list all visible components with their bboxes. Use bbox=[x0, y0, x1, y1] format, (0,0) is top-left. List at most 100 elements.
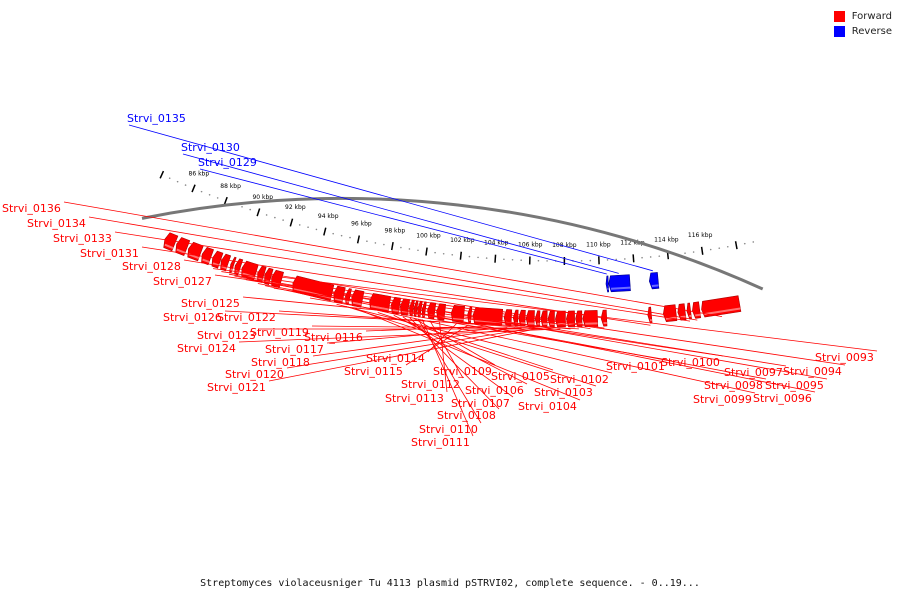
minor-tick bbox=[709, 248, 712, 251]
gene-label: Strvi_0098 bbox=[704, 379, 763, 392]
gene-highlight bbox=[176, 248, 186, 254]
gene-highlight bbox=[392, 309, 399, 312]
scale-ticks: 116 kbp 114 kbp 112 kbp 110 kbp 108 kbp 106 k… bbox=[159, 170, 755, 265]
gene-label: Strvi_0125 bbox=[181, 297, 240, 310]
gene-label: Strvi_0101 bbox=[606, 360, 665, 373]
legend: Forward Reverse bbox=[833, 9, 892, 39]
label-leader bbox=[213, 268, 878, 352]
minor-tick bbox=[434, 251, 436, 254]
minor-tick bbox=[349, 236, 351, 239]
tick-label: 106 kbp bbox=[518, 241, 543, 248]
minor-tick bbox=[249, 208, 252, 211]
major-tick bbox=[425, 247, 428, 256]
major-tick bbox=[390, 242, 394, 251]
gene-label: Strvi_0136 bbox=[2, 202, 61, 215]
label-leader bbox=[268, 328, 538, 382]
gene-label: Strvi_0122 bbox=[217, 311, 276, 324]
minor-tick bbox=[208, 193, 211, 196]
minor-tick bbox=[485, 257, 488, 259]
gene-label: Strvi_0123 bbox=[197, 329, 256, 342]
tick-label: 94 kbp bbox=[318, 213, 339, 220]
gene-label: Strvi_0112 bbox=[401, 378, 460, 391]
minor-tick bbox=[511, 258, 514, 261]
reverse-swatch bbox=[833, 26, 845, 37]
minor-tick bbox=[503, 258, 505, 261]
major-tick bbox=[734, 241, 738, 250]
gene-label: Strvi_0108 bbox=[437, 409, 496, 422]
minor-tick bbox=[184, 184, 187, 186]
label-leader bbox=[409, 317, 500, 410]
label-leader bbox=[221, 271, 846, 366]
tick-label: 112 kbp bbox=[620, 239, 645, 246]
tick-label: 114 kbp bbox=[654, 236, 679, 243]
minor-tick bbox=[624, 258, 626, 260]
gene-label: Strvi_0121 bbox=[207, 381, 266, 394]
gene-label: Strvi_0129 bbox=[198, 156, 257, 169]
label-leader bbox=[354, 307, 581, 401]
map-caption: Streptomyces violaceusniger Tu 4113 plas… bbox=[200, 578, 700, 589]
minor-tick bbox=[649, 256, 652, 258]
gene-highlight bbox=[212, 262, 219, 267]
tick-label: 98 kbp bbox=[385, 227, 406, 234]
gene-labels: Strvi_0135 Strvi_0130 Strvi_0129 Strvi_0136… bbox=[2, 112, 874, 449]
label-leader bbox=[405, 324, 469, 366]
gene-label: Strvi_0107 bbox=[451, 397, 510, 410]
gene-highlight bbox=[695, 313, 701, 317]
minor-tick bbox=[468, 255, 471, 258]
minor-tick bbox=[537, 259, 540, 262]
minor-tick bbox=[366, 240, 368, 243]
tick-label: 86 kbp bbox=[189, 170, 210, 177]
gene-label: Strvi_0104 bbox=[518, 400, 577, 413]
gene-label: Strvi_0100 bbox=[661, 356, 720, 369]
minor-tick bbox=[265, 214, 268, 216]
gene-highlight bbox=[401, 310, 408, 314]
major-tick bbox=[289, 218, 294, 227]
minor-tick bbox=[641, 256, 643, 259]
label-leader bbox=[427, 323, 457, 353]
tick-label: 92 kbp bbox=[285, 204, 306, 211]
label-leader bbox=[312, 327, 516, 357]
label-leader bbox=[234, 275, 816, 393]
minor-tick bbox=[442, 252, 445, 255]
minor-tick bbox=[580, 260, 583, 262]
label-leader bbox=[242, 296, 571, 330]
gene-label: Strvi_0128 bbox=[122, 260, 181, 273]
gene-label: Strvi_0103 bbox=[534, 386, 593, 399]
label-leader bbox=[273, 287, 724, 357]
label-leader bbox=[228, 273, 828, 380]
gene-label: Strvi_0113 bbox=[385, 392, 444, 405]
forward-swatch bbox=[833, 11, 845, 22]
legend-item-reverse: Reverse bbox=[833, 24, 892, 39]
label-leader bbox=[326, 327, 508, 344]
gene-highlight bbox=[202, 258, 210, 263]
label-leader bbox=[214, 274, 591, 330]
minor-tick bbox=[589, 259, 592, 262]
label-leader bbox=[238, 328, 561, 343]
minor-tick bbox=[546, 260, 548, 262]
gene-label: Strvi_0120 bbox=[225, 368, 284, 381]
gene-label: Strvi_0127 bbox=[153, 275, 212, 288]
gene-label: Strvi_0135 bbox=[127, 112, 186, 125]
label-leaders bbox=[63, 124, 878, 437]
gene-highlight bbox=[230, 268, 233, 271]
gene-label: Strvi_0097 bbox=[724, 366, 783, 379]
label-leader bbox=[413, 318, 496, 366]
label-leader bbox=[88, 216, 698, 321]
tick-label: 104 kbp bbox=[484, 240, 509, 247]
major-tick bbox=[356, 235, 361, 244]
minor-tick bbox=[176, 180, 179, 183]
label-leader bbox=[417, 318, 482, 424]
gene-label: Strvi_0130 bbox=[181, 141, 240, 154]
label-leader bbox=[128, 124, 653, 272]
tick-label: 88 kbp bbox=[220, 183, 241, 190]
gene-highlight bbox=[221, 265, 227, 269]
minor-tick bbox=[274, 216, 276, 219]
gene-label: Strvi_0105 bbox=[491, 370, 550, 383]
gene-label: Strvi_0099 bbox=[693, 393, 752, 406]
label-leader bbox=[182, 153, 619, 274]
gene-highlight bbox=[452, 317, 464, 321]
label-leader bbox=[199, 168, 607, 275]
gene-label: Strvi_0134 bbox=[27, 217, 86, 230]
minor-tick bbox=[615, 258, 618, 261]
gene-label: Strvi_0114 bbox=[366, 352, 425, 365]
